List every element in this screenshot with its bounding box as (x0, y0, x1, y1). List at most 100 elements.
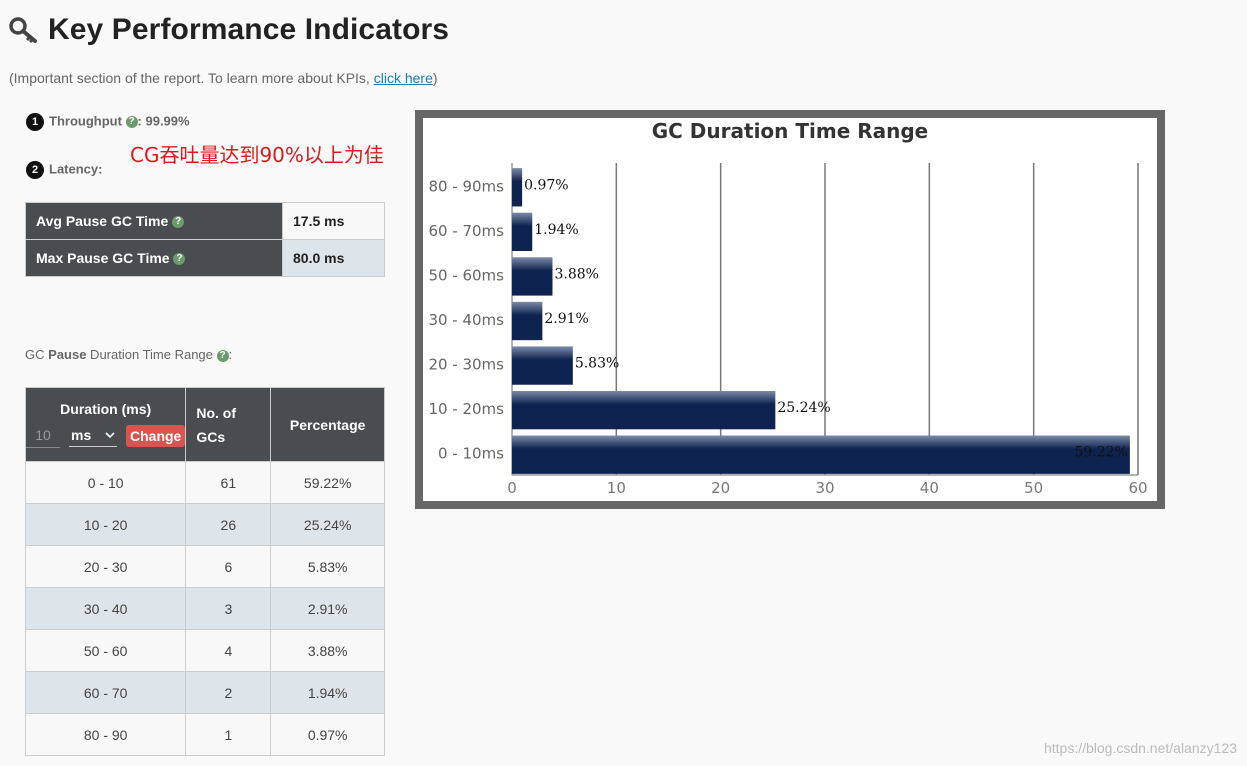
x-tick-label: 0 (507, 479, 517, 497)
chart-frame: GC Duration Time Range 0 10 20 30 40 50 60 0 - 1… (415, 110, 1165, 509)
table-header-row: Duration (ms) ms Change No. of GCs Perce… (24, 387, 385, 462)
cell-pct: 25.24% (270, 503, 385, 546)
cell-count: 3 (185, 587, 272, 630)
duration-range-heading: GC Pause Duration Time Range ?: (25, 347, 233, 362)
duration-interval-input[interactable] (26, 423, 60, 448)
y-category-label: 20 - 30ms (428, 356, 504, 374)
table-row: Max Pause GC Time ? 80.0 ms (25, 239, 385, 277)
max-pause-label: Max Pause GC Time (36, 250, 170, 266)
table-row: 20 - 30 6 5.83% (24, 545, 385, 588)
count-header: No. of GCs (185, 387, 272, 462)
bar (512, 346, 573, 385)
y-category-label: 50 - 60ms (428, 266, 504, 284)
table-row: 50 - 60 4 3.88% (24, 629, 385, 672)
click-here-link[interactable]: click here (373, 70, 433, 86)
data-label: 1.94% (534, 222, 578, 238)
percentage-header: Percentage (270, 387, 385, 462)
y-category-label: 80 - 90ms (428, 177, 504, 195)
cell-pct: 3.88% (270, 629, 385, 672)
duration-header-label: Duration (ms) (60, 401, 152, 417)
x-tick-label: 30 (815, 479, 834, 497)
bar (512, 435, 1130, 474)
cell-count: 2 (185, 671, 272, 714)
unit-select[interactable]: ms (69, 424, 117, 447)
help-icon[interactable]: ? (173, 253, 186, 266)
cell-range: 80 - 90 (24, 713, 187, 756)
duration-controls: ms Change (26, 423, 186, 448)
latency-label: Latency: (49, 161, 103, 177)
throughput-row: 1 Throughput ?: 99.99% (26, 113, 190, 131)
help-icon[interactable]: ? (125, 116, 138, 128)
bar (512, 257, 553, 296)
annotation-text: CG吞吐量达到90%以上为佳 (130, 143, 384, 167)
data-label: 3.88% (554, 266, 598, 282)
range-label-prefix: GC (25, 347, 49, 362)
cell-pct: 0.97% (270, 713, 385, 756)
bar (512, 390, 776, 430)
x-tick-label: 40 (920, 479, 939, 497)
cell-pct: 59.22% (270, 461, 385, 504)
page-title: Key Performance Indicators (48, 13, 450, 46)
pause-time-table: Avg Pause GC Time ? 17.5 ms Max Pause GC… (25, 202, 385, 277)
duration-table-body: 0 - 10 61 59.22% 10 - 20 26 25.24% 20 - 30 6 5.8… (24, 461, 385, 756)
x-tick-label: 60 (1128, 479, 1147, 497)
change-button[interactable]: Change (126, 424, 186, 447)
y-category-label: 60 - 70ms (428, 222, 504, 240)
data-label: 0.97% (524, 177, 568, 193)
x-tick-label: 10 (607, 479, 626, 497)
gc-duration-chart: GC Duration Time Range 0 10 20 30 40 50 60 0 - 1… (428, 119, 1147, 497)
bar (512, 301, 543, 341)
max-pause-value: 80.0 ms (282, 239, 385, 277)
y-category-label: 30 - 40ms (428, 311, 504, 329)
y-category-label: 10 - 20ms (428, 400, 504, 418)
max-pause-label-cell: Max Pause GC Time ? (25, 239, 283, 277)
cell-range: 60 - 70 (24, 671, 187, 714)
avg-pause-label: Avg Pause GC Time (36, 213, 169, 229)
number-badge-2: 2 (26, 161, 44, 179)
cell-pct: 1.94% (270, 671, 385, 714)
table-row: 30 - 40 3 2.91% (24, 587, 385, 630)
bar (512, 168, 523, 207)
cell-range: 50 - 60 (24, 629, 187, 672)
duration-header: Duration (ms) ms Change (24, 387, 187, 462)
data-label: 5.83% (575, 356, 619, 372)
cell-count: 4 (185, 629, 272, 672)
cell-count: 6 (185, 545, 272, 588)
data-label: 59.22% (1074, 445, 1127, 461)
chevron-down-icon (105, 432, 115, 439)
cell-range: 30 - 40 (24, 587, 187, 630)
cell-range: 10 - 20 (24, 503, 187, 546)
subtitle-prefix: (Important section of the report. To lea… (9, 70, 374, 86)
bar (512, 212, 533, 252)
subtitle: (Important section of the report. To lea… (9, 70, 438, 86)
cell-count: 61 (185, 461, 272, 504)
duration-table: Duration (ms) ms Change No. of GCs Perce… (24, 387, 385, 756)
throughput-label: Throughput (49, 113, 122, 129)
cell-count: 1 (185, 713, 272, 756)
x-tick-label: 50 (1024, 479, 1043, 497)
table-row: 0 - 10 61 59.22% (24, 461, 385, 504)
avg-pause-label-cell: Avg Pause GC Time ? (25, 202, 283, 240)
y-category-label: 0 - 10ms (438, 445, 504, 463)
watermark: https://blog.csdn.net/alanzy123 (1043, 740, 1237, 756)
help-icon[interactable]: ? (216, 349, 229, 362)
x-tick-label: 20 (711, 479, 730, 497)
data-label: 2.91% (544, 311, 588, 327)
key-icon (9, 17, 37, 44)
table-row: 80 - 90 1 0.97% (24, 713, 385, 756)
cell-range: 20 - 30 (24, 545, 187, 588)
range-label-bold: Pause (48, 347, 87, 362)
table-row: 60 - 70 2 1.94% (24, 671, 385, 714)
data-label: 25.24% (777, 400, 830, 416)
page-title-row: Key Performance Indicators (8, 12, 449, 48)
cell-pct: 2.91% (270, 587, 385, 630)
avg-pause-value: 17.5 ms (282, 202, 385, 240)
chart-panel: GC Duration Time Range 0 10 20 30 40 50 60 0 - 1… (423, 118, 1157, 501)
subtitle-suffix: ) (432, 70, 438, 86)
cell-range: 0 - 10 (24, 461, 187, 504)
table-row: 10 - 20 26 25.24% (24, 503, 385, 546)
throughput-value: : 99.99% (137, 113, 190, 129)
help-icon[interactable]: ? (172, 216, 185, 229)
table-row: Avg Pause GC Time ? 17.5 ms (25, 202, 385, 240)
range-label-suffix: Duration Time Range (86, 347, 213, 362)
